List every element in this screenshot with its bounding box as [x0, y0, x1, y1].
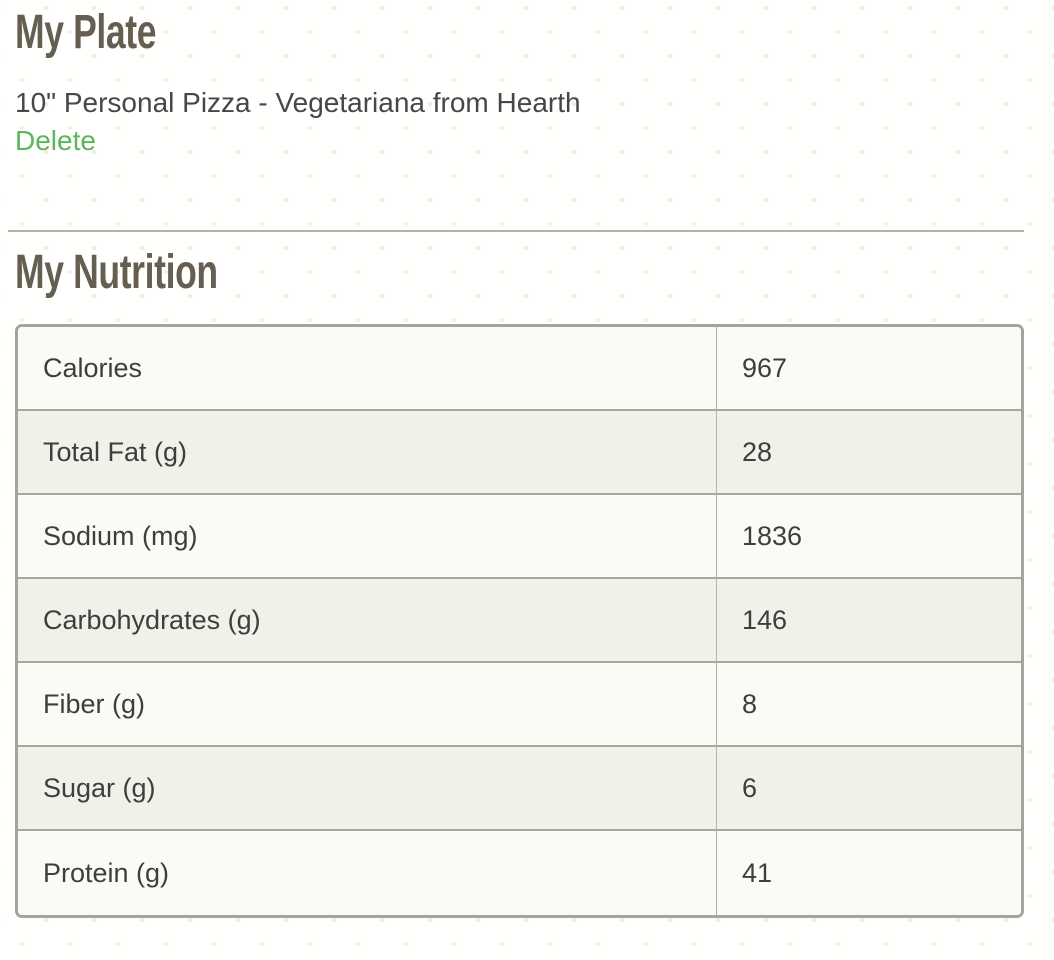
nutrition-value: 6 [717, 747, 1021, 831]
nutrition-value: 1836 [717, 495, 1021, 579]
nutrition-label: Carbohydrates (g) [18, 579, 717, 663]
nutrition-label: Total Fat (g) [18, 411, 717, 495]
nutrition-table: Calories 967 Total Fat (g) 28 Sodium (mg… [18, 327, 1021, 915]
nutrition-value: 8 [717, 663, 1021, 747]
nutrition-label: Calories [18, 327, 717, 411]
my-plate-heading: My Plate [15, 8, 1024, 58]
my-nutrition-heading: My Nutrition [15, 248, 1024, 298]
table-row: Sodium (mg) 1836 [18, 495, 1021, 579]
nutrition-label: Protein (g) [18, 831, 717, 915]
my-nutrition-heading-text: My Nutrition [15, 246, 218, 299]
nutrition-label: Sodium (mg) [18, 495, 717, 579]
nutrition-label: Sugar (g) [18, 747, 717, 831]
nutrition-value: 28 [717, 411, 1021, 495]
nutrition-label: Fiber (g) [18, 663, 717, 747]
table-row: Sugar (g) 6 [18, 747, 1021, 831]
table-row: Fiber (g) 8 [18, 663, 1021, 747]
nutrition-value: 967 [717, 327, 1021, 411]
table-row: Protein (g) 41 [18, 831, 1021, 915]
nutrition-table-container: Calories 967 Total Fat (g) 28 Sodium (mg… [15, 324, 1024, 918]
delete-link[interactable]: Delete [15, 125, 96, 156]
plate-item-name: 10" Personal Pizza - Vegetariana from He… [15, 87, 581, 118]
table-row: Calories 967 [18, 327, 1021, 411]
nutrition-value: 41 [742, 857, 773, 888]
table-row: Total Fat (g) 28 [18, 411, 1021, 495]
my-plate-heading-text: My Plate [15, 6, 157, 59]
table-row: Carbohydrates (g) 146 [18, 579, 1021, 663]
section-divider [8, 230, 1024, 232]
nutrition-value: 146 [717, 579, 1021, 663]
